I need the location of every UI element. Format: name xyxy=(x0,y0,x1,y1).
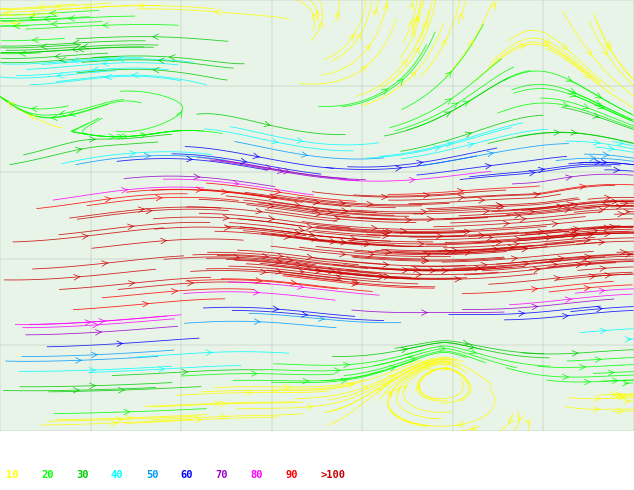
Text: Streamlines 500 hPa [kts] ECMWF: Streamlines 500 hPa [kts] ECMWF xyxy=(6,446,188,456)
Text: Mo 27-05-2024 18:00 UTC (12+54): Mo 27-05-2024 18:00 UTC (12+54) xyxy=(446,446,628,456)
Text: 10: 10 xyxy=(6,470,19,480)
Text: >100: >100 xyxy=(320,470,345,480)
Text: 70: 70 xyxy=(216,470,228,480)
Text: 20: 20 xyxy=(41,470,54,480)
Text: 30: 30 xyxy=(76,470,89,480)
Text: 80: 80 xyxy=(250,470,263,480)
Text: 90: 90 xyxy=(285,470,298,480)
Text: ©weatheronline.co.uk: ©weatheronline.co.uk xyxy=(520,471,628,480)
Text: 40: 40 xyxy=(111,470,124,480)
Text: 50: 50 xyxy=(146,470,158,480)
Text: 60: 60 xyxy=(181,470,193,480)
